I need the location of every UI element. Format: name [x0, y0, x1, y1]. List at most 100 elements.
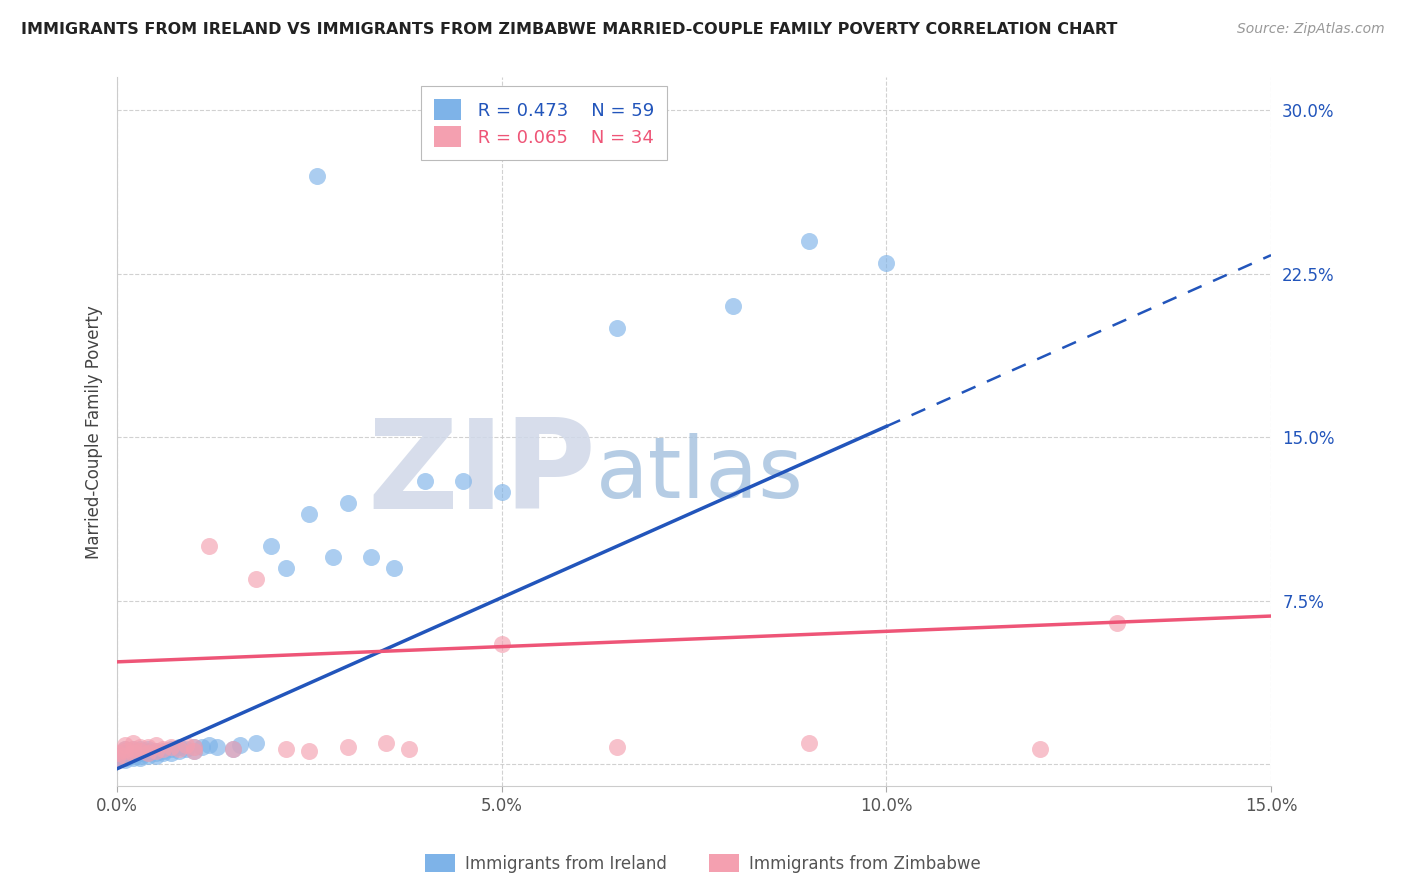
Point — [114, 748, 136, 763]
Point — [183, 744, 205, 758]
Point — [152, 747, 174, 761]
Point — [136, 744, 159, 758]
Point — [160, 742, 183, 756]
Point — [336, 739, 359, 754]
Legend: Immigrants from Ireland, Immigrants from Zimbabwe: Immigrants from Ireland, Immigrants from… — [419, 847, 987, 880]
Point — [145, 744, 167, 758]
Point — [260, 539, 283, 553]
Point — [129, 751, 152, 765]
Point — [105, 751, 128, 765]
Point — [221, 742, 243, 756]
Point — [105, 753, 128, 767]
Point — [105, 747, 128, 761]
Point — [205, 739, 228, 754]
Point — [114, 742, 136, 756]
Point — [453, 474, 475, 488]
Point — [606, 739, 628, 754]
Point — [191, 739, 214, 754]
Point — [606, 321, 628, 335]
Point — [167, 742, 190, 756]
Point — [167, 739, 190, 754]
Point — [398, 742, 420, 756]
Point — [160, 747, 183, 761]
Point — [491, 484, 513, 499]
Point — [129, 748, 152, 763]
Text: atlas: atlas — [596, 433, 804, 516]
Point — [114, 747, 136, 761]
Point — [121, 751, 143, 765]
Point — [360, 550, 382, 565]
Point — [114, 748, 136, 763]
Point — [799, 735, 821, 749]
Point — [198, 738, 221, 752]
Point — [375, 735, 398, 749]
Point — [121, 742, 143, 756]
Y-axis label: Married-Couple Family Poverty: Married-Couple Family Poverty — [86, 305, 103, 558]
Point — [121, 735, 143, 749]
Point — [152, 742, 174, 756]
Point — [183, 739, 205, 754]
Point — [221, 742, 243, 756]
Point — [136, 747, 159, 761]
Text: IMMIGRANTS FROM IRELAND VS IMMIGRANTS FROM ZIMBABWE MARRIED-COUPLE FAMILY POVERT: IMMIGRANTS FROM IRELAND VS IMMIGRANTS FR… — [21, 22, 1118, 37]
Point — [114, 751, 136, 765]
Point — [136, 748, 159, 763]
Text: Source: ZipAtlas.com: Source: ZipAtlas.com — [1237, 22, 1385, 37]
Point — [160, 739, 183, 754]
Point — [336, 496, 359, 510]
Point — [121, 748, 143, 763]
Point — [276, 561, 298, 575]
Point — [198, 539, 221, 553]
Point — [176, 742, 198, 756]
Point — [129, 744, 152, 758]
Point — [183, 744, 205, 758]
Point — [114, 738, 136, 752]
Point — [1107, 615, 1129, 630]
Point — [114, 742, 136, 756]
Point — [121, 747, 143, 761]
Point — [114, 753, 136, 767]
Point — [129, 747, 152, 761]
Point — [1029, 742, 1052, 756]
Point — [114, 744, 136, 758]
Point — [799, 234, 821, 248]
Point — [167, 744, 190, 758]
Point — [183, 739, 205, 754]
Point — [229, 738, 252, 752]
Point — [298, 744, 321, 758]
Point — [307, 169, 329, 183]
Point — [176, 738, 198, 752]
Point — [145, 738, 167, 752]
Point — [121, 742, 143, 756]
Point — [322, 550, 344, 565]
Point — [129, 739, 152, 754]
Point — [245, 735, 267, 749]
Point — [721, 300, 744, 314]
Point — [145, 748, 167, 763]
Point — [276, 742, 298, 756]
Point — [145, 747, 167, 761]
Point — [121, 744, 143, 758]
Point — [114, 751, 136, 765]
Point — [136, 747, 159, 761]
Point — [382, 561, 405, 575]
Point — [105, 748, 128, 763]
Point — [114, 744, 136, 758]
Point — [145, 744, 167, 758]
Point — [121, 747, 143, 761]
Point — [413, 474, 436, 488]
Point — [136, 739, 159, 754]
Point — [491, 637, 513, 651]
Legend:  R = 0.473    N = 59,  R = 0.065    N = 34: R = 0.473 N = 59, R = 0.065 N = 34 — [422, 87, 666, 160]
Point — [136, 742, 159, 756]
Point — [129, 742, 152, 756]
Point — [129, 747, 152, 761]
Point — [152, 744, 174, 758]
Text: ZIP: ZIP — [367, 414, 596, 535]
Point — [129, 744, 152, 758]
Point — [114, 747, 136, 761]
Point — [875, 256, 897, 270]
Point — [105, 751, 128, 765]
Point — [298, 507, 321, 521]
Point — [245, 572, 267, 586]
